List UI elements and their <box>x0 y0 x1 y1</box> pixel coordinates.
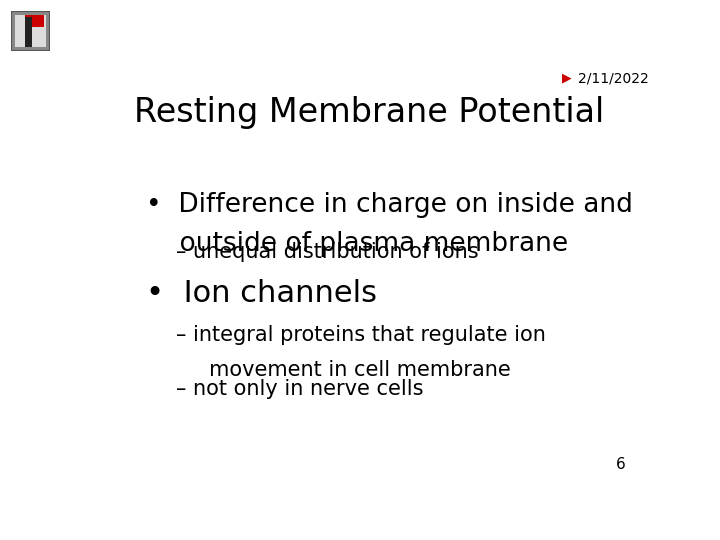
Text: 6: 6 <box>616 457 626 472</box>
Text: ▶: ▶ <box>562 72 571 85</box>
FancyBboxPatch shape <box>11 11 50 51</box>
Text: – not only in nerve cells: – not only in nerve cells <box>176 379 424 399</box>
Text: – unequal distribution of ions: – unequal distribution of ions <box>176 241 479 261</box>
Text: Resting Membrane Potential: Resting Membrane Potential <box>134 96 604 129</box>
Text: – integral proteins that regulate ion: – integral proteins that regulate ion <box>176 325 546 345</box>
Text: outside of plasma membrane: outside of plasma membrane <box>145 231 568 257</box>
Text: •  Ion channels: • Ion channels <box>145 279 377 308</box>
FancyBboxPatch shape <box>14 15 47 47</box>
Text: •  Difference in charge on inside and: • Difference in charge on inside and <box>145 192 633 218</box>
Text: 2/11/2022: 2/11/2022 <box>578 71 649 85</box>
FancyBboxPatch shape <box>24 17 32 47</box>
Text: movement in cell membrane: movement in cell membrane <box>176 360 511 380</box>
FancyBboxPatch shape <box>24 15 45 27</box>
